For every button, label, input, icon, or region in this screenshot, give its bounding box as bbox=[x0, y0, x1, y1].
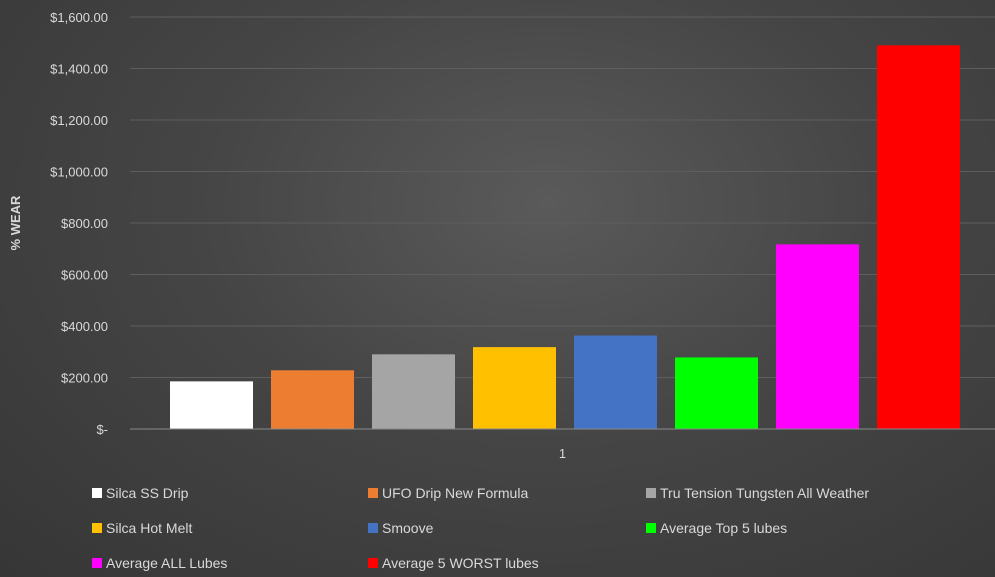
legend-item: Average Top 5 lubes bbox=[646, 520, 787, 536]
legend: Silca SS Drip UFO Drip New Formula Tru Ten… bbox=[0, 478, 995, 577]
legend-swatch bbox=[368, 523, 378, 533]
legend-item: UFO Drip New Formula bbox=[368, 485, 528, 501]
bar-smoove bbox=[574, 335, 657, 429]
y-tick-label: $1,000.00 bbox=[50, 165, 108, 180]
legend-label: UFO Drip New Formula bbox=[382, 485, 529, 501]
bar-silca-ss-drip bbox=[170, 381, 253, 429]
y-tick-label: $400.00 bbox=[61, 319, 108, 334]
legend-swatch bbox=[92, 558, 102, 568]
legend-label: Smoove bbox=[382, 520, 434, 536]
y-tick-label: $200.00 bbox=[61, 371, 108, 386]
legend-label: Tru Tension Tungsten All Weather bbox=[660, 485, 870, 501]
y-tick-label: $1,400.00 bbox=[50, 62, 108, 77]
bar-average-top-5-lubes bbox=[675, 357, 758, 429]
legend-item: Tru Tension Tungsten All Weather bbox=[646, 485, 869, 501]
y-tick-label: $800.00 bbox=[61, 216, 108, 231]
legend-item: Silca Hot Melt bbox=[92, 520, 192, 536]
y-axis-label: % WEAR bbox=[8, 195, 23, 251]
legend-item: Silca SS Drip bbox=[92, 485, 188, 501]
legend-label: Average Top 5 lubes bbox=[660, 520, 788, 536]
legend-label: Average ALL Lubes bbox=[106, 555, 228, 571]
y-tick-label: $1,200.00 bbox=[50, 113, 108, 128]
y-tick-label: $600.00 bbox=[61, 268, 108, 283]
x-tick-label: 1 bbox=[559, 446, 566, 461]
legend-swatch bbox=[368, 488, 378, 498]
legend-label: Silca Hot Melt bbox=[106, 520, 193, 536]
legend-swatch bbox=[646, 523, 656, 533]
legend-swatch bbox=[646, 488, 656, 498]
y-tick-label: $1,600.00 bbox=[50, 10, 108, 25]
bar-average-all-lubes bbox=[776, 244, 859, 429]
legend-label: Silca SS Drip bbox=[106, 485, 189, 501]
bars bbox=[170, 45, 960, 429]
y-tick-label: $- bbox=[96, 422, 108, 437]
legend-swatch bbox=[92, 523, 102, 533]
legend-swatch bbox=[368, 558, 378, 568]
grid-lines bbox=[130, 16, 995, 378]
bar-silca-hot-melt bbox=[473, 347, 556, 429]
legend-swatch bbox=[92, 488, 102, 498]
legend-item: Average ALL Lubes bbox=[92, 555, 227, 571]
bar-ufo-drip-new-formula bbox=[271, 370, 354, 429]
bar-tru-tension-tungsten-all-weather bbox=[372, 354, 455, 429]
legend-item: Smoove bbox=[368, 520, 433, 536]
legend-item: Average 5 WORST lubes bbox=[368, 555, 539, 571]
bar-chart: $- $200.00 $400.00 $600.00 $800.00 $1,000.00 $… bbox=[8, 10, 995, 461]
bar-average-5-worst-lubes bbox=[877, 45, 960, 429]
legend-label: Average 5 WORST lubes bbox=[382, 555, 539, 571]
y-axis-ticks: $- $200.00 $400.00 $600.00 $800.00 $1,000.00 $… bbox=[50, 10, 108, 437]
